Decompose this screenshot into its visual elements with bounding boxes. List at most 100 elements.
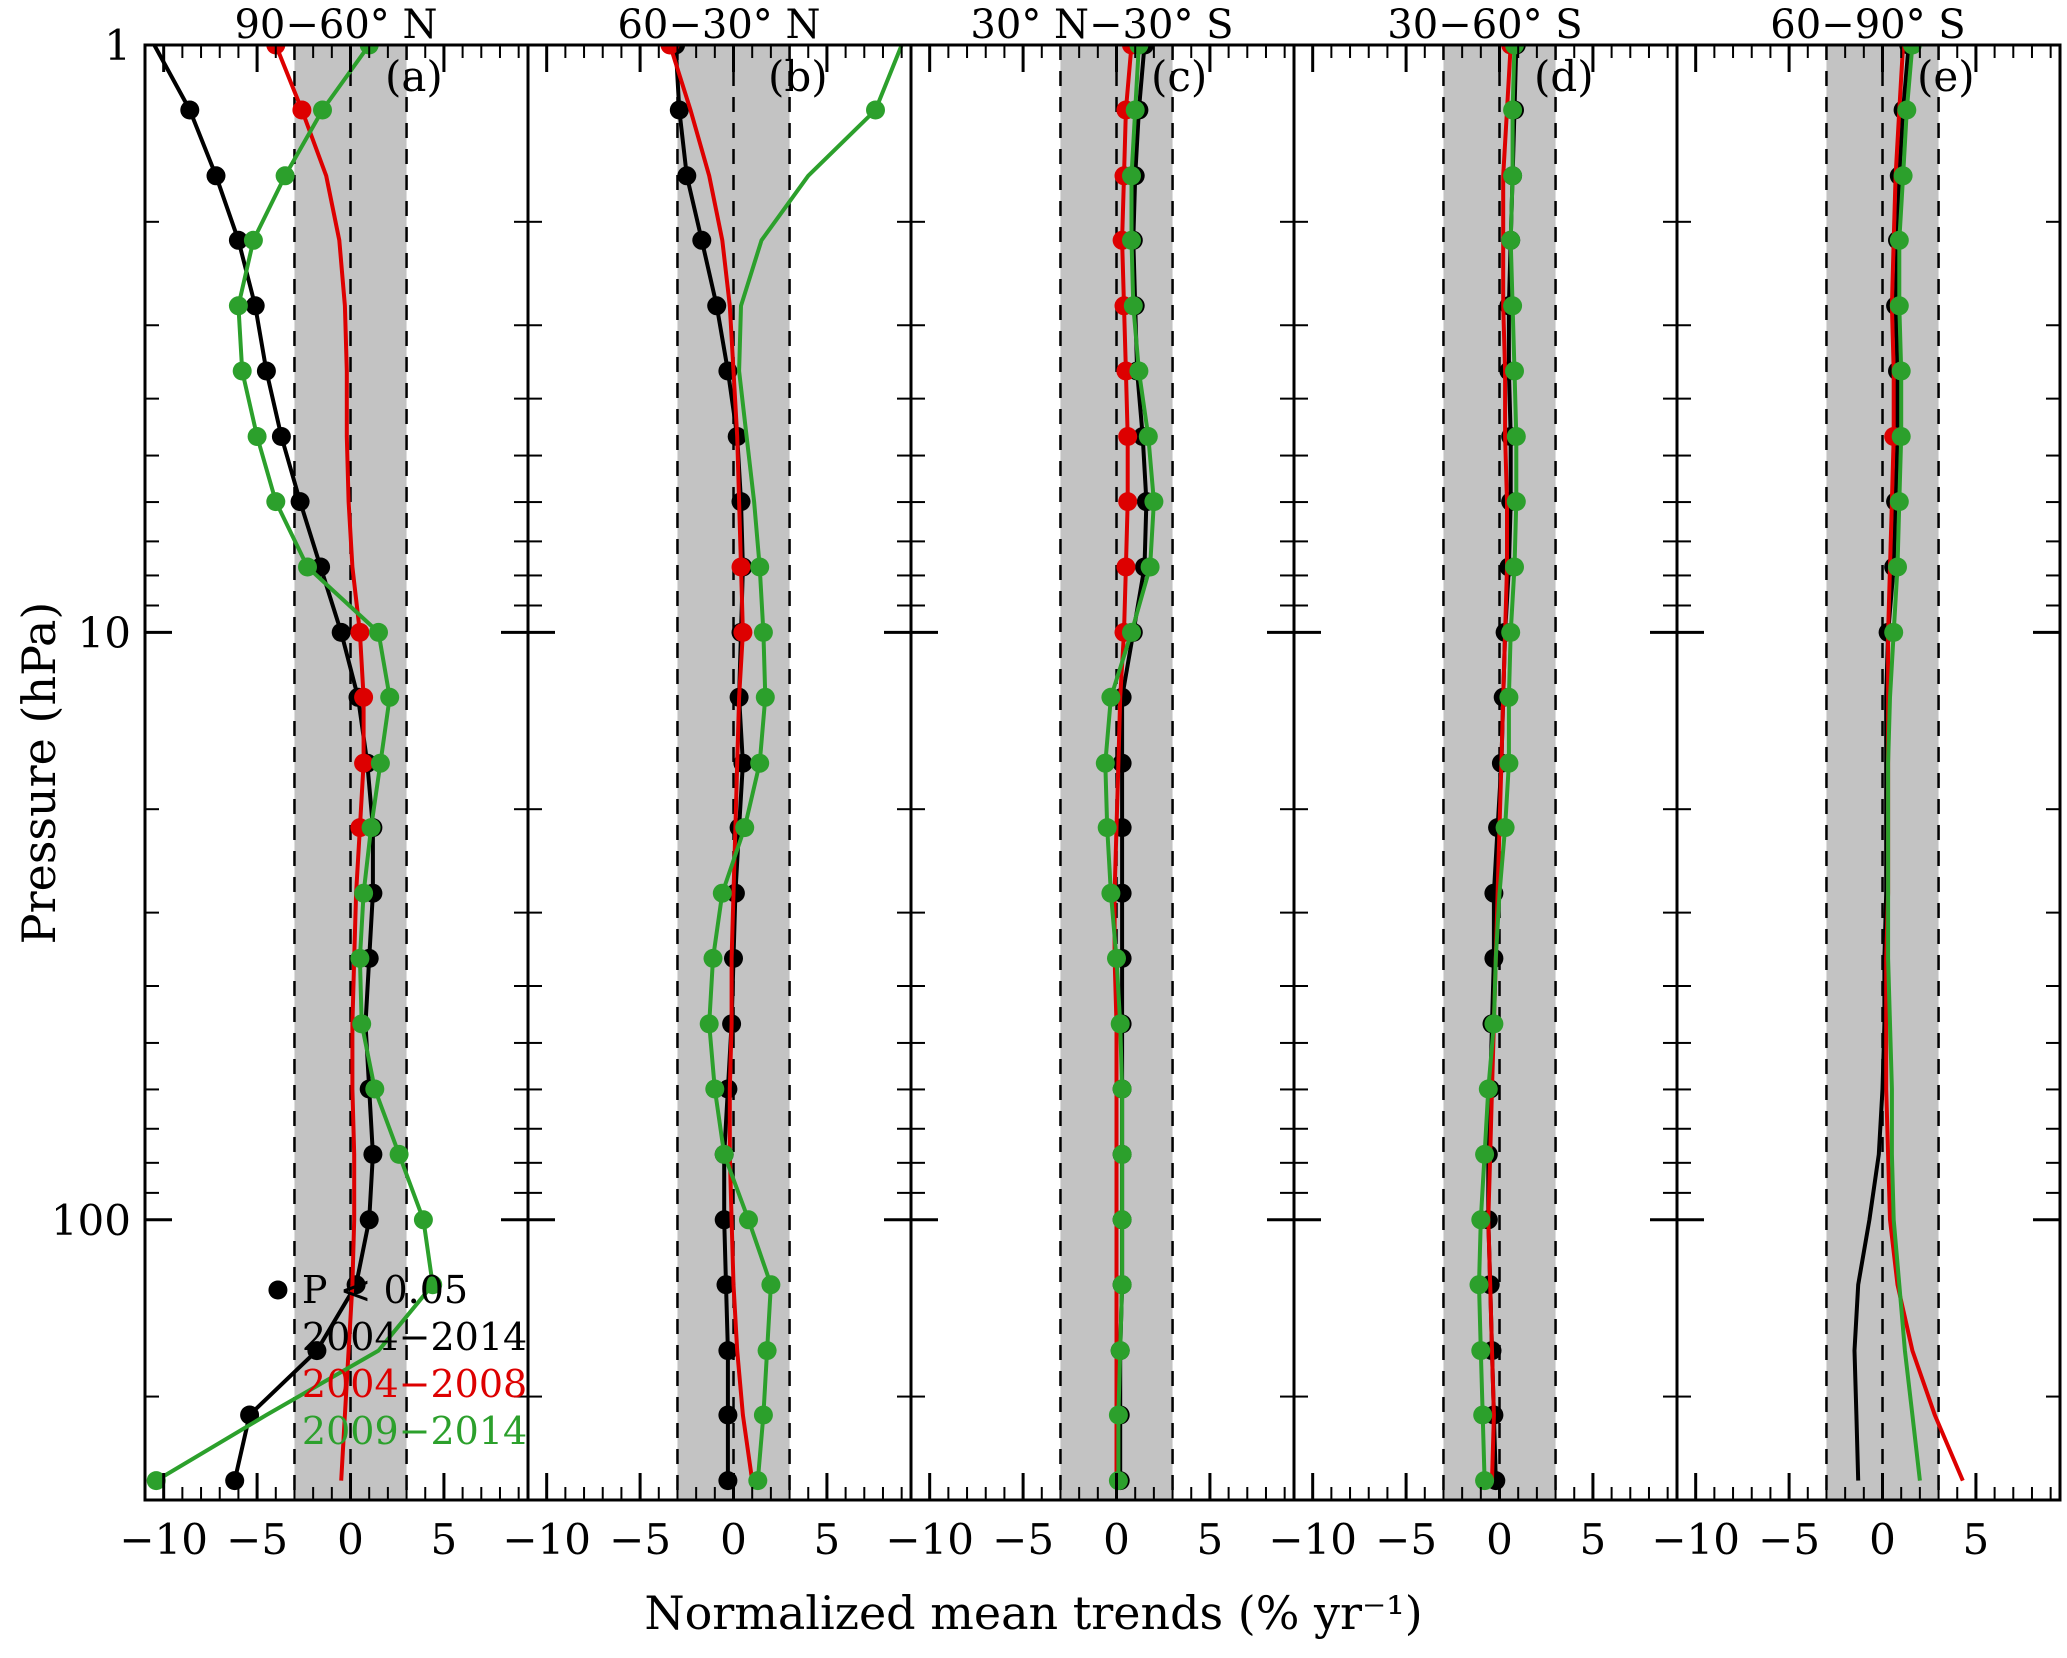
significant-point [1118,427,1138,446]
significant-point [1122,166,1141,186]
x-tick-label: −10 [1268,1515,1357,1564]
significant-point [761,1275,781,1295]
significant-point [256,361,276,381]
y-tick-label: 1 [104,21,131,70]
significant-point [692,230,712,250]
x-tick-label: −5 [992,1515,1054,1564]
significant-point [146,1471,166,1491]
significant-point [1889,230,1909,250]
significant-point [354,753,374,773]
panel-a: −10 −5 0 5 [119,43,530,1564]
significant-point [1501,230,1521,250]
significant-point [1116,557,1136,577]
significant-point [1891,427,1911,446]
significant-point [247,427,267,446]
significant-point [1475,1144,1495,1164]
y-tick-label: 100 [51,1196,131,1245]
panel-c: −10 −5 0 5 [885,43,1296,1564]
significant-point [1123,296,1143,316]
significant-point [380,687,400,707]
x-tick-label: 0 [1486,1515,1513,1564]
significant-point [354,883,374,903]
x-tick-label: −10 [1651,1515,1740,1564]
legend-label: 2009−2014 [302,1409,527,1453]
significant-point [1897,100,1917,120]
panel-title-c: 30° N−30° S [970,2,1234,48]
significant-point [1471,1210,1491,1230]
significant-point [1097,818,1117,838]
significant-point [1505,361,1524,381]
x-tick-label: −5 [1375,1515,1437,1564]
panel-frame [1675,43,2062,1502]
significant-point [1505,557,1524,577]
significant-point [1116,361,1136,381]
significant-point [292,100,312,120]
x-tick-label: 5 [1197,1515,1224,1564]
significant-point [1112,753,1132,773]
legend-label: 2004−2014 [302,1315,527,1359]
panel-letter-a: (a) [385,52,443,101]
legend-label: 2004−2008 [302,1362,527,1406]
x-tick-label: 0 [1869,1515,1896,1564]
significant-point [1484,1014,1504,1034]
panel-letter-c: (c) [1151,52,1208,101]
significant-point [1501,622,1521,642]
significant-point [389,1144,409,1164]
significant-point [1473,1405,1493,1425]
significant-point [307,1341,327,1361]
legend-label: P < 0.05 [302,1268,468,1312]
significant-point [1122,230,1141,250]
x-axis-title: Normalized mean trends (% yr⁻¹) [644,1586,1423,1640]
significant-point [677,166,697,186]
significant-point [750,753,770,773]
significant-point [1902,45,1922,55]
significant-point [1101,687,1121,707]
significant-point [1503,166,1523,186]
significant-point [1475,1471,1495,1491]
significant-point [352,1014,372,1034]
significant-point [1112,1144,1132,1164]
significant-point [354,687,374,707]
significant-point [1122,622,1141,642]
x-tick-label: −10 [502,1515,591,1564]
panel-d: −10 −5 0 5 [1268,43,1679,1564]
x-tick-label: 5 [1963,1515,1990,1564]
significant-point [413,1210,433,1230]
significant-point [866,100,885,120]
panel-e: −10 −5 0 5 [1651,43,2062,1564]
significant-point [271,427,291,446]
trend-line [668,45,755,1481]
significant-point [1129,361,1149,381]
x-tick-label: −5 [226,1515,288,1564]
x-tick-label: 5 [431,1515,458,1564]
significant-point [1110,1014,1130,1034]
significant-point [313,100,332,120]
significant-point [180,100,200,120]
significant-point [206,166,226,186]
x-tick-label: −5 [609,1515,671,1564]
panel-letter-b: (b) [768,52,828,101]
significant-point [331,622,351,642]
significant-point [1506,492,1526,512]
significant-point [290,492,310,512]
significant-point [748,1471,768,1491]
significant-point [707,296,727,316]
significant-point [705,1079,725,1099]
significant-point [669,100,689,120]
significant-point [1471,1341,1491,1361]
significant-point [1478,1079,1498,1099]
significant-point [423,1275,443,1295]
panel-letter-d: (d) [1534,52,1594,101]
significant-point [369,622,388,642]
significant-point [1107,948,1126,968]
significant-point [361,818,381,838]
significant-point [716,1275,736,1295]
significant-point [735,818,755,838]
significant-point [245,296,265,316]
significant-point [1893,166,1913,186]
significant-point [731,557,751,577]
x-tick-label: 0 [1103,1515,1130,1564]
significant-point [660,45,680,55]
